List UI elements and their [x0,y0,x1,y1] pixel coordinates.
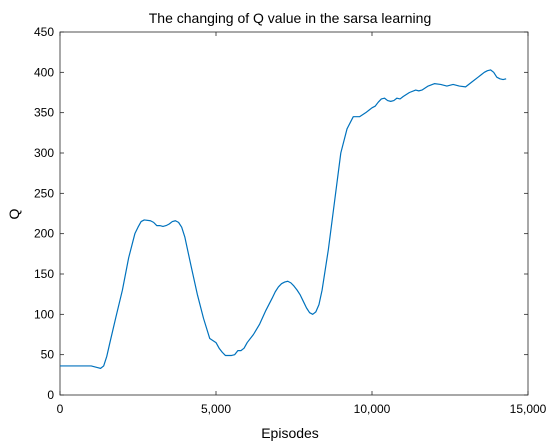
y-tick-label: 300 [34,146,54,160]
y-tick-label: 400 [34,65,54,79]
y-tick-label: 150 [34,267,54,281]
y-tick-label: 350 [34,106,54,120]
y-tick-label: 200 [34,227,54,241]
y-tick-label: 100 [34,307,54,321]
y-tick-label: 0 [47,388,54,402]
y-axis-label: Q [6,208,22,219]
chart-title: The changing of Q value in the sarsa lea… [149,10,432,26]
x-tick-label: 5,000 [201,402,231,416]
y-axis: 0 50 100 150 200 250 300 350 400 450 [34,25,528,402]
x-axis-label: Episodes [261,425,319,441]
axes-box [59,31,529,396]
x-axis: 0 5,000 10,000 15,000 [57,32,547,416]
y-tick-label: 250 [34,186,54,200]
plot-area [59,31,529,396]
y-tick-label: 450 [34,25,54,39]
y-tick-label: 50 [41,348,55,362]
x-tick-label: 10,000 [354,402,391,416]
series-line-1 [60,69,507,369]
x-tick-label: 15,000 [510,402,547,416]
x-tick-label: 0 [57,402,64,416]
